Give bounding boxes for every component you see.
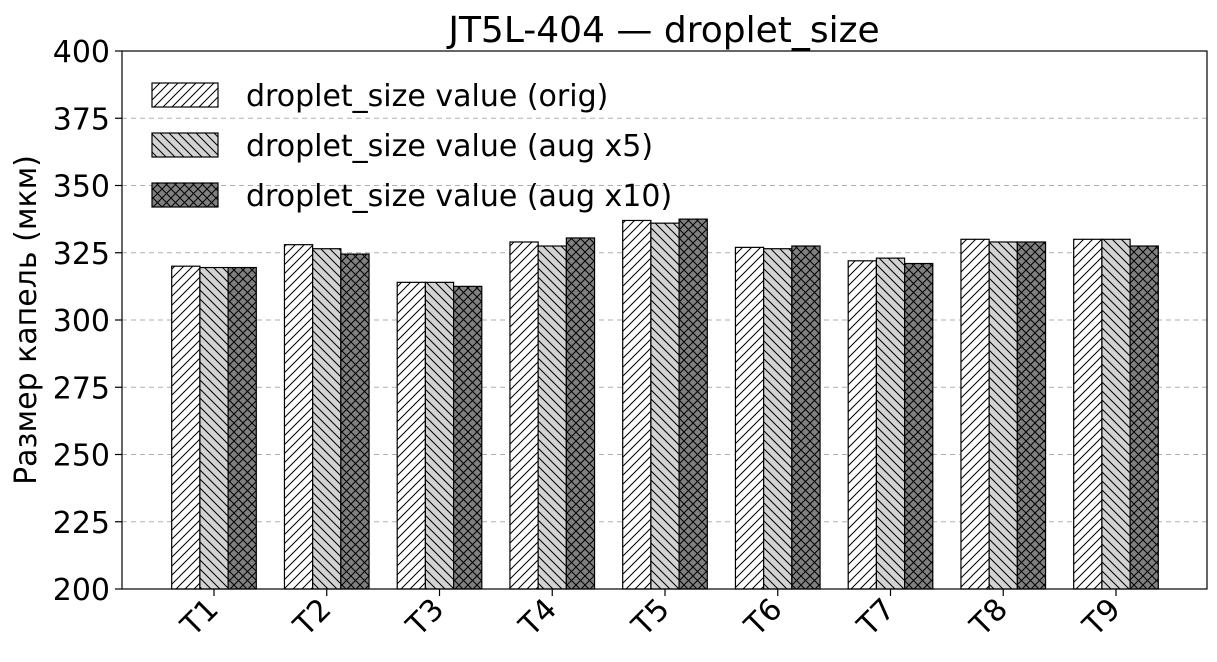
- bar: [453, 285, 483, 590]
- bar: [734, 246, 765, 590]
- y-tick-label: 350: [53, 170, 110, 205]
- bar: [622, 219, 652, 590]
- legend-label: droplet_size value (aug x10): [246, 179, 672, 214]
- y-tick-label: 300: [53, 304, 110, 339]
- bar: [875, 257, 906, 590]
- legend-swatch: [151, 182, 219, 208]
- bar: [1101, 238, 1131, 590]
- bar: [763, 248, 793, 590]
- legend-label: droplet_size value (aug x5): [246, 129, 653, 164]
- bar: [312, 248, 342, 590]
- x-tick-label: T8: [963, 592, 1015, 644]
- bar: [171, 265, 201, 590]
- y-axis-label: Размер капель (мкм): [9, 155, 44, 485]
- y-tick-label: 200: [53, 573, 110, 608]
- bar: [1073, 238, 1103, 590]
- bar: [340, 253, 370, 590]
- legend-label: droplet_size value (orig): [246, 79, 608, 114]
- x-tick-label: T5: [625, 592, 677, 644]
- bar: [1016, 241, 1047, 590]
- plot-frame: [121, 50, 1208, 590]
- bar: [650, 222, 680, 590]
- x-tick-label: T7: [850, 592, 902, 644]
- y-tick-label: 375: [53, 102, 110, 137]
- y-tick-label: 250: [53, 439, 110, 474]
- bar: [424, 281, 455, 590]
- legend-swatch: [151, 82, 219, 108]
- bar: [678, 218, 708, 590]
- chart-title: JT5L-404 — droplet_size: [446, 10, 879, 51]
- bar: [565, 237, 596, 590]
- bar: [1129, 245, 1159, 590]
- x-tick-label: T9: [1076, 592, 1128, 644]
- bar: [960, 238, 990, 590]
- y-tick-label: 225: [53, 506, 110, 541]
- x-tick-label: T6: [737, 592, 789, 644]
- legend-swatch: [151, 132, 219, 158]
- legend: droplet_size value (orig) droplet_size va…: [151, 79, 672, 214]
- x-tick-label: T2: [286, 592, 338, 644]
- bars: [171, 218, 1159, 590]
- y-tick-label: 325: [53, 237, 110, 272]
- y-tick-label: 275: [53, 371, 110, 406]
- x-tick-label: T3: [399, 592, 451, 644]
- bar: [537, 245, 567, 590]
- x-tick-label: T1: [174, 592, 226, 644]
- bar: [988, 241, 1018, 590]
- bar: [903, 262, 934, 590]
- bar: [847, 260, 878, 590]
- bar: [283, 244, 314, 590]
- bar: [509, 241, 539, 590]
- x-tick-label: T4: [512, 592, 564, 644]
- bar: [227, 266, 257, 590]
- bar: [396, 281, 427, 590]
- y-tick-label: 400: [53, 35, 110, 70]
- bar: [791, 245, 821, 590]
- bar: [199, 266, 229, 590]
